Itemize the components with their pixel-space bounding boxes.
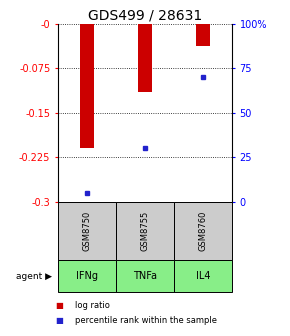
Text: GSM8750: GSM8750 (82, 211, 92, 251)
Text: GSM8760: GSM8760 (198, 211, 208, 251)
Text: IL4: IL4 (196, 271, 210, 281)
Bar (138, 24, 152, 92)
Text: log ratio: log ratio (75, 301, 110, 310)
Text: percentile rank within the sample: percentile rank within the sample (75, 316, 218, 325)
Bar (196, 24, 210, 46)
Text: ■: ■ (55, 316, 63, 325)
Text: IFNg: IFNg (76, 271, 98, 281)
Text: ■: ■ (55, 301, 63, 310)
Text: TNFa: TNFa (133, 271, 157, 281)
Bar (80, 24, 94, 148)
Text: GSM8755: GSM8755 (140, 211, 150, 251)
Text: GDS499 / 28631: GDS499 / 28631 (88, 8, 202, 23)
Text: agent ▶: agent ▶ (16, 272, 52, 281)
